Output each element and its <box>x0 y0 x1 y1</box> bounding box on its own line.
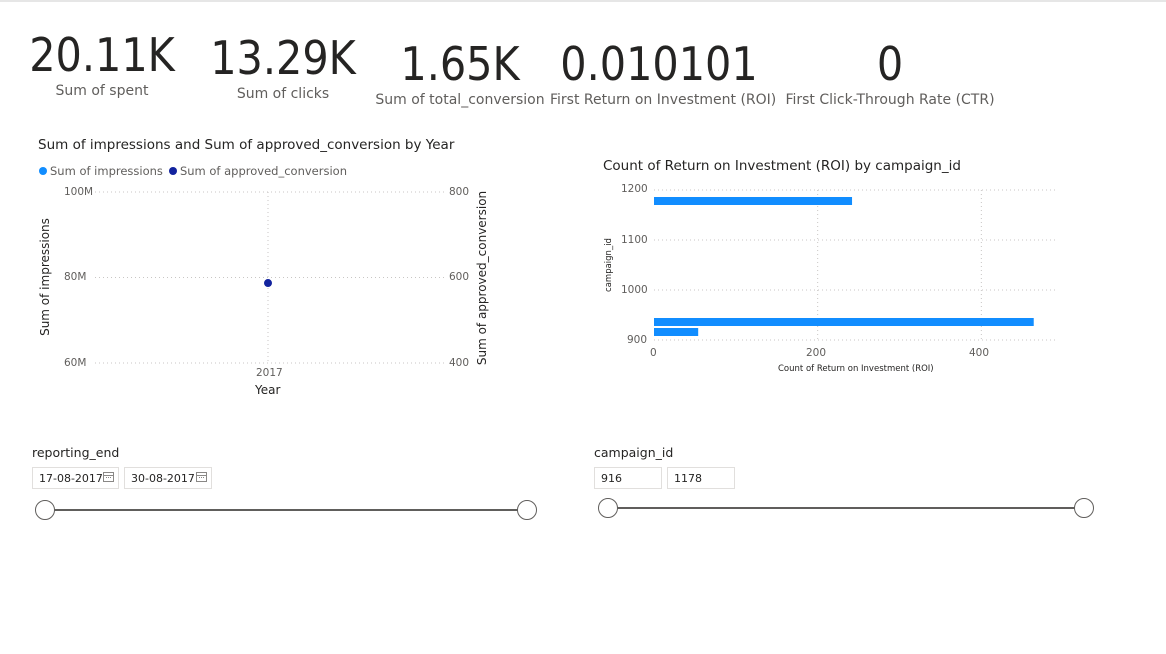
calendar-icon[interactable] <box>196 472 207 482</box>
range-value: 1178 <box>674 471 702 485</box>
kpi-value: 20.11K <box>29 28 175 82</box>
y-tick: 80M <box>64 271 87 283</box>
y-tick: 1200 <box>621 183 648 195</box>
chart2-x-axis-label: Count of Return on Investment (ROI) <box>778 364 934 374</box>
x-tick: 400 <box>969 347 990 359</box>
x-tick: 0 <box>650 347 657 359</box>
kpi-value: 0.010101 <box>560 37 758 91</box>
y-tick: 60M <box>64 357 87 369</box>
campaign-id-slider-end-handle[interactable] <box>1074 498 1094 518</box>
date-value: 30-08-2017 <box>131 471 195 485</box>
campaign-id-slider-start-handle[interactable] <box>598 498 618 518</box>
chart1-legend: Sum of impressions Sum of approved_conve… <box>39 164 353 178</box>
kpi-label: Sum of spent <box>55 83 149 99</box>
top-border <box>0 0 1166 2</box>
chart1-y2-axis-label: Sum of approved_conversion <box>475 190 489 366</box>
campaign-id-min-input[interactable]: 916 <box>594 467 662 489</box>
x-tick: 200 <box>806 347 827 359</box>
campaign-id-max-input[interactable]: 1178 <box>667 467 735 489</box>
kpi-value: 13.29K <box>210 31 356 85</box>
chart2-title: Count of Return on Investment (ROI) by c… <box>603 158 961 174</box>
reporting-end-end-date-input[interactable]: 30-08-2017 <box>124 467 212 489</box>
y-tick: 900 <box>627 334 648 346</box>
reporting-end-slider-track[interactable] <box>46 509 527 511</box>
x-tick: 2017 <box>256 367 283 379</box>
legend-item-approved-conversion[interactable]: Sum of approved_conversion <box>168 164 347 178</box>
y-tick: 1100 <box>621 234 648 246</box>
reporting-end-start-date-input[interactable]: 17-08-2017 <box>32 467 119 489</box>
chart1-y-axis-label: Sum of impressions <box>38 218 52 336</box>
y2-tick: 800 <box>449 186 470 198</box>
chart1-title: Sum of impressions and Sum of approved_c… <box>38 137 455 153</box>
kpi-card-roi[interactable]: 0.010101 First Return on Investment (ROI… <box>550 37 777 108</box>
kpi-card-spent[interactable]: 20.11K Sum of spent <box>22 30 182 99</box>
date-value: 17-08-2017 <box>39 471 103 485</box>
calendar-icon[interactable] <box>103 472 114 482</box>
legend-label: Sum of impressions <box>50 164 163 178</box>
kpi-label: First Return on Investment (ROI) <box>550 92 777 108</box>
reporting-end-slicer-title: reporting_end <box>32 445 120 460</box>
y-tick: 1000 <box>621 284 648 296</box>
y-tick: 100M <box>64 186 94 198</box>
kpi-label: Sum of total_conversion <box>375 92 545 108</box>
range-value: 916 <box>601 471 622 485</box>
kpi-label: First Click-Through Rate (CTR) <box>785 92 995 108</box>
reporting-end-slider-end-handle[interactable] <box>517 500 537 520</box>
campaign-id-slider-track[interactable] <box>608 507 1085 509</box>
y2-tick: 600 <box>449 271 470 283</box>
chart2-y-axis-label: campaign_id <box>604 238 614 292</box>
kpi-card-total-conversion[interactable]: 1.65K Sum of total_conversion <box>375 39 545 108</box>
kpi-value: 0 <box>876 37 904 91</box>
kpi-value: 1.65K <box>400 37 520 91</box>
chart1-x-axis-label: Year <box>255 383 281 397</box>
data-point-approved-conversion <box>264 279 272 288</box>
y2-tick: 400 <box>449 357 470 369</box>
kpi-card-ctr[interactable]: 0 First Click-Through Rate (CTR) <box>785 39 995 108</box>
legend-dot-icon <box>39 167 47 175</box>
legend-item-impressions[interactable]: Sum of impressions <box>39 164 163 178</box>
reporting-end-slider-start-handle[interactable] <box>35 500 55 520</box>
bar-campaign-916 <box>654 328 699 336</box>
bar-campaign-936 <box>654 318 1034 326</box>
campaign-id-slicer-title: campaign_id <box>594 445 674 460</box>
kpi-card-clicks[interactable]: 13.29K Sum of clicks <box>203 33 363 102</box>
bar-campaign-1178 <box>654 197 853 205</box>
legend-dot-icon <box>168 167 177 175</box>
legend-label: Sum of approved_conversion <box>179 164 347 178</box>
kpi-label: Sum of clicks <box>236 86 330 102</box>
